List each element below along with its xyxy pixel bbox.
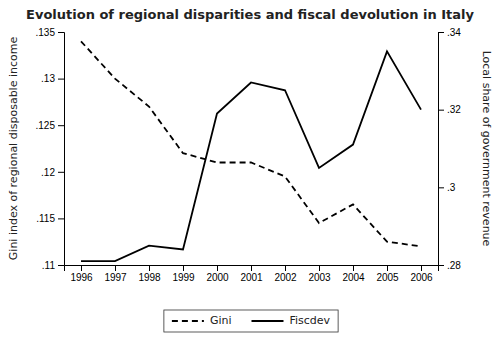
series-line (81, 41, 421, 246)
legend-label: Gini (210, 314, 232, 327)
x-axis: 1996 1997 1998 1999 2000 2001 2002 2003 2004 2005… (65, 265, 439, 283)
tick: 2005 (376, 265, 399, 283)
title: Evolution of regional disparities and fi… (26, 7, 474, 22)
y2-axis: .28 .3 .32 .34 (438, 27, 461, 271)
tick-mark (387, 265, 388, 271)
tick-label: .3 (447, 182, 456, 193)
legend-item: Gini (172, 314, 232, 327)
tick-mark (149, 265, 150, 271)
plot: 1996 1997 1998 1999 2000 2001 2002 2003 2004 2005… (36, 27, 462, 283)
tick: .115 (36, 213, 64, 224)
tick-label: .28 (447, 260, 461, 271)
tick-label: .135 (36, 27, 56, 38)
tick-label: .32 (447, 104, 461, 115)
tick-label: 2003 (308, 272, 331, 283)
tick: 1997 (104, 265, 127, 283)
tick-mark (58, 172, 64, 173)
axis-line (58, 33, 65, 266)
tick-mark (58, 32, 64, 33)
tick-mark (285, 265, 286, 271)
tick: 2002 (274, 265, 297, 283)
tick-label: 1998 (138, 272, 161, 283)
tick-mark (58, 125, 64, 126)
tick-mark (251, 265, 252, 271)
series-line (81, 51, 421, 261)
tick-label: 1996 (70, 272, 93, 283)
tick-label: .125 (36, 120, 56, 131)
tick: .28 (438, 260, 461, 271)
tick-mark (438, 32, 444, 33)
tick-mark (58, 265, 64, 266)
tick-mark (438, 110, 444, 111)
tick: 1998 (138, 265, 161, 283)
legend-item: Fiscdev (251, 314, 330, 327)
legend-swatch (251, 320, 283, 322)
tick-mark (438, 187, 444, 188)
y-axis: .11 .115 .12 .125 .13 .135 (36, 27, 65, 271)
tick-mark (58, 79, 64, 80)
tick-label: .34 (447, 27, 461, 38)
tick-label: .11 (42, 260, 56, 271)
tick-mark (421, 265, 422, 271)
tick-label: 2005 (376, 272, 399, 283)
tick: 2006 (410, 265, 433, 283)
tick-label: 2000 (206, 272, 229, 283)
tick-label: 2001 (240, 272, 263, 283)
axis-line (65, 266, 439, 272)
tick: .135 (36, 27, 64, 38)
tick-label: 2006 (410, 272, 433, 283)
tick-mark (353, 265, 354, 271)
tick: .32 (438, 104, 461, 115)
lines (81, 41, 421, 261)
chart: 1996 1997 1998 1999 2000 2001 2002 2003 2004 2005… (0, 0, 500, 341)
tick: 1999 (172, 265, 195, 283)
tick-mark (438, 265, 444, 266)
tick: .12 (41, 167, 64, 178)
legend-frame (164, 310, 338, 332)
tick: 2001 (240, 265, 263, 283)
legend: Gini Fiscdev (164, 310, 338, 332)
legend-label: Fiscdev (289, 314, 330, 327)
tick: .11 (42, 260, 64, 271)
tick-label: .12 (41, 167, 55, 178)
axis-line (439, 33, 445, 266)
tick: 2003 (308, 265, 331, 283)
tick-label: 1999 (172, 272, 195, 283)
tick-mark (183, 265, 184, 271)
tick: .13 (41, 73, 64, 84)
tick: 2000 (206, 265, 229, 283)
legend-swatch (172, 320, 204, 322)
tick-label: .13 (41, 73, 55, 84)
tick-label: .115 (36, 213, 55, 224)
tick-mark (217, 265, 218, 271)
y2-axis-label: Local share of government revenue (480, 51, 493, 247)
tick: 1996 (70, 265, 93, 283)
tick: .3 (438, 182, 456, 193)
tick-label: 1997 (104, 272, 127, 283)
tick-label: 2004 (342, 272, 365, 283)
tick: .34 (438, 27, 461, 38)
tick-label: 2002 (274, 272, 297, 283)
tick-mark (81, 265, 82, 271)
tick-mark (58, 218, 64, 219)
tick: 2004 (342, 265, 365, 283)
tick-mark (115, 265, 116, 271)
tick: .125 (36, 120, 64, 131)
y-axis-label: Gini index of regional disposable income (7, 37, 20, 261)
tick-mark (319, 265, 320, 271)
